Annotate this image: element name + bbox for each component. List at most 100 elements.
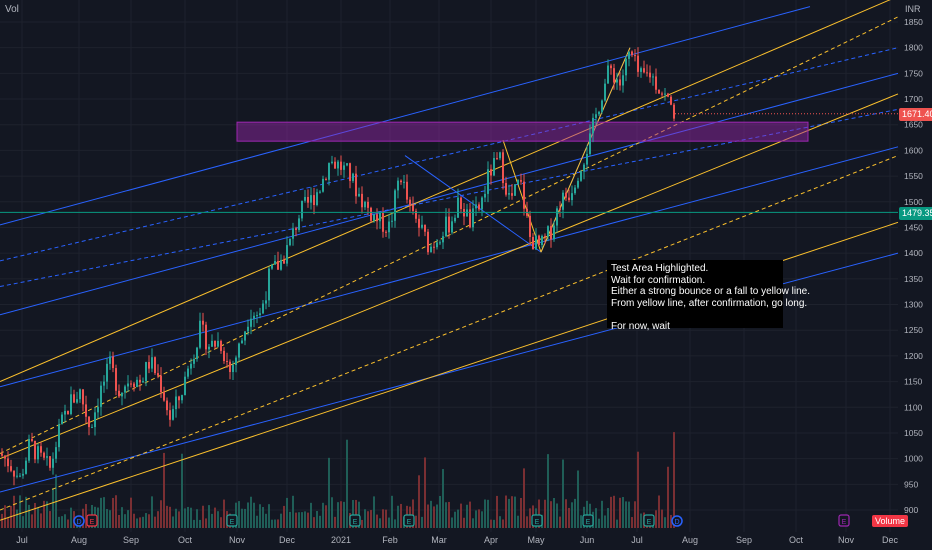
volume-bar [262, 507, 264, 528]
candle-body [115, 368, 117, 391]
candle-body [49, 456, 51, 468]
candle-body [607, 65, 609, 84]
volume-bar [577, 470, 579, 528]
volume-bar [133, 513, 135, 528]
candle-body [505, 183, 507, 195]
test-area-zone[interactable] [236, 121, 809, 142]
time-tick-label: Apr [484, 535, 498, 545]
candle-body [319, 191, 321, 193]
volume-bar [433, 506, 435, 528]
volume-bar [286, 497, 288, 528]
candle-body [376, 214, 378, 222]
candle-body [121, 392, 123, 397]
volume-bar [400, 503, 402, 528]
earnings-icon [226, 514, 238, 527]
candle-body [667, 93, 669, 97]
volume-bar [148, 514, 150, 528]
candle-body [604, 83, 606, 101]
price-tick-label: 1800 [904, 43, 923, 53]
candle-body [397, 180, 399, 191]
volume-bar [418, 475, 420, 528]
candle-body [439, 242, 441, 244]
candle-body [55, 447, 57, 459]
blue-channel-mid [0, 108, 899, 288]
candle-body [301, 200, 303, 219]
time-tick-label: Jul [16, 535, 28, 545]
candle-body [493, 158, 495, 176]
volume-bar [439, 495, 441, 528]
volume-bar [169, 506, 171, 528]
volume-bar [289, 511, 291, 528]
volume-bar [304, 511, 306, 528]
volume-bar [421, 516, 423, 528]
candle-body [394, 190, 396, 221]
volume-bar [100, 497, 102, 528]
swing-line [502, 139, 542, 253]
candle-body [637, 55, 639, 72]
volume-bar [175, 508, 177, 528]
volume-bar [547, 454, 549, 528]
blue-channel-upper [0, 6, 811, 226]
volume-bar [217, 511, 219, 528]
candle-body [97, 406, 99, 413]
candle-body [223, 350, 225, 361]
price-axis: 900 950 1000 1050 1100 1150 1200 1250 1300 1350 14… [904, 17, 923, 515]
price-tick-label: 1300 [904, 300, 923, 310]
candle-body [577, 180, 579, 188]
volume-bar [661, 509, 663, 528]
volume-bar [154, 516, 156, 528]
candle-body [103, 381, 105, 386]
volume-bar [103, 497, 105, 528]
time-tick-label: Dec [882, 535, 899, 545]
candle-body [28, 438, 30, 461]
volume-bar [388, 517, 390, 528]
candle-body [457, 197, 459, 218]
candle-body [454, 217, 456, 222]
price-tick-label: 1600 [904, 145, 923, 155]
volume-bar [130, 497, 132, 528]
candle-body [586, 153, 588, 165]
volume-bar [223, 499, 225, 528]
candle-body [643, 68, 645, 73]
candle-body [271, 264, 273, 269]
volume-bar [208, 505, 210, 528]
marker-letter: E [353, 519, 358, 526]
volume-bar [475, 510, 477, 528]
marker-letter: D [76, 519, 81, 526]
candle-body [181, 395, 183, 401]
volume-bar [115, 495, 117, 528]
volume-bar [136, 518, 138, 528]
candle-body [379, 212, 381, 222]
candle-body [391, 220, 393, 222]
currency-label: INR [905, 4, 921, 14]
volume-bar [370, 510, 372, 528]
volume-bar [673, 432, 675, 528]
volume-bar [640, 513, 642, 528]
volume-bar [250, 496, 252, 528]
volume-bar [106, 508, 108, 528]
volume-bar [364, 509, 366, 528]
volume-bar [271, 519, 273, 528]
candle-body [358, 193, 360, 197]
time-tick-label: 2021 [331, 535, 351, 545]
candle-body [229, 361, 231, 373]
candle-body [37, 446, 39, 460]
candle-body [517, 180, 519, 185]
volume-bar [157, 511, 159, 528]
candle-body [334, 161, 336, 169]
volume-bar [463, 517, 465, 528]
candle-body [25, 460, 27, 474]
candle-body [130, 383, 132, 385]
candle-body [610, 65, 612, 69]
volume-bar [334, 516, 336, 528]
candle-body [541, 235, 543, 245]
volume-bar [373, 496, 375, 528]
candle-body [649, 72, 651, 78]
candle-body [289, 238, 291, 246]
candle-body [448, 216, 450, 233]
annotation-note[interactable]: Test Area Highlighted. Wait for confirma… [607, 260, 810, 332]
candle-body [451, 221, 453, 233]
event-marker-icon: E [226, 514, 238, 527]
candle-body [367, 201, 369, 208]
